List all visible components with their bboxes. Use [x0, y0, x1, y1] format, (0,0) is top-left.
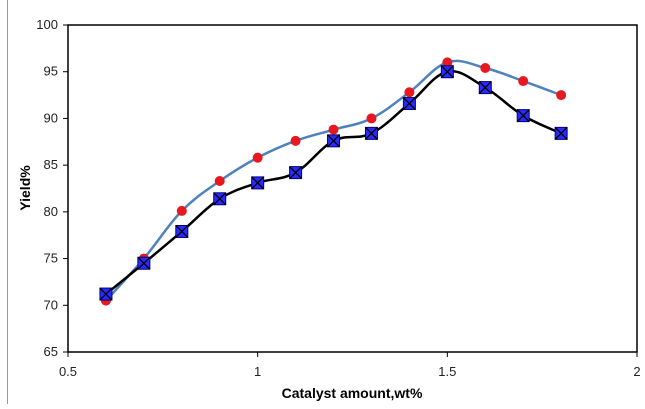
y-tick-label: 90	[44, 110, 58, 125]
x-tick-label: 1.5	[438, 364, 456, 379]
series-2-point	[554, 126, 568, 140]
plot-area	[67, 24, 638, 353]
x-axis-title: Catalyst amount,wt%	[282, 385, 423, 401]
series-2-point	[440, 65, 454, 79]
series-2-point	[478, 81, 492, 95]
series-1-point	[442, 57, 453, 68]
x-tick-label: 2	[633, 364, 640, 379]
y-axis: 65 70 75 80 85 90 95 100	[36, 17, 68, 359]
y-tick-label: 100	[36, 17, 58, 32]
y-tick-label: 80	[44, 204, 58, 219]
series-2-point	[251, 176, 265, 190]
x-tick-label: 1	[254, 364, 261, 379]
y-tick-label: 95	[44, 64, 58, 79]
series-1-point	[518, 76, 529, 87]
left-border-line	[7, 0, 8, 404]
y-tick-label: 70	[44, 297, 58, 312]
series-2-point	[327, 134, 341, 148]
series-1-point	[176, 205, 187, 216]
series-2-point	[364, 126, 378, 140]
y-tick-label: 75	[44, 251, 58, 266]
series-1-point	[328, 124, 339, 135]
series-1-point	[214, 176, 225, 187]
series-1-point	[290, 135, 301, 146]
y-tick-label: 85	[44, 157, 58, 172]
y-tick-label: 65	[44, 344, 58, 359]
series-2-point	[213, 192, 227, 206]
series-1-point	[404, 87, 415, 98]
series-layer	[99, 57, 568, 306]
series-1-point	[556, 90, 567, 101]
series-2-point	[175, 224, 189, 238]
x-tick-label: 0.5	[59, 364, 77, 379]
y-axis-title: Yield%	[17, 165, 33, 211]
series-1-point	[366, 113, 377, 124]
series-2-point	[516, 109, 530, 123]
series-1-point	[252, 152, 263, 163]
series-1-point	[480, 62, 491, 73]
series-2-point	[99, 287, 113, 301]
x-axis: 0.5 1 1.5 2	[59, 352, 641, 379]
series-2	[99, 65, 568, 301]
series-2-point	[289, 166, 303, 180]
series-2-point	[137, 256, 151, 270]
series-2-point	[402, 96, 416, 110]
